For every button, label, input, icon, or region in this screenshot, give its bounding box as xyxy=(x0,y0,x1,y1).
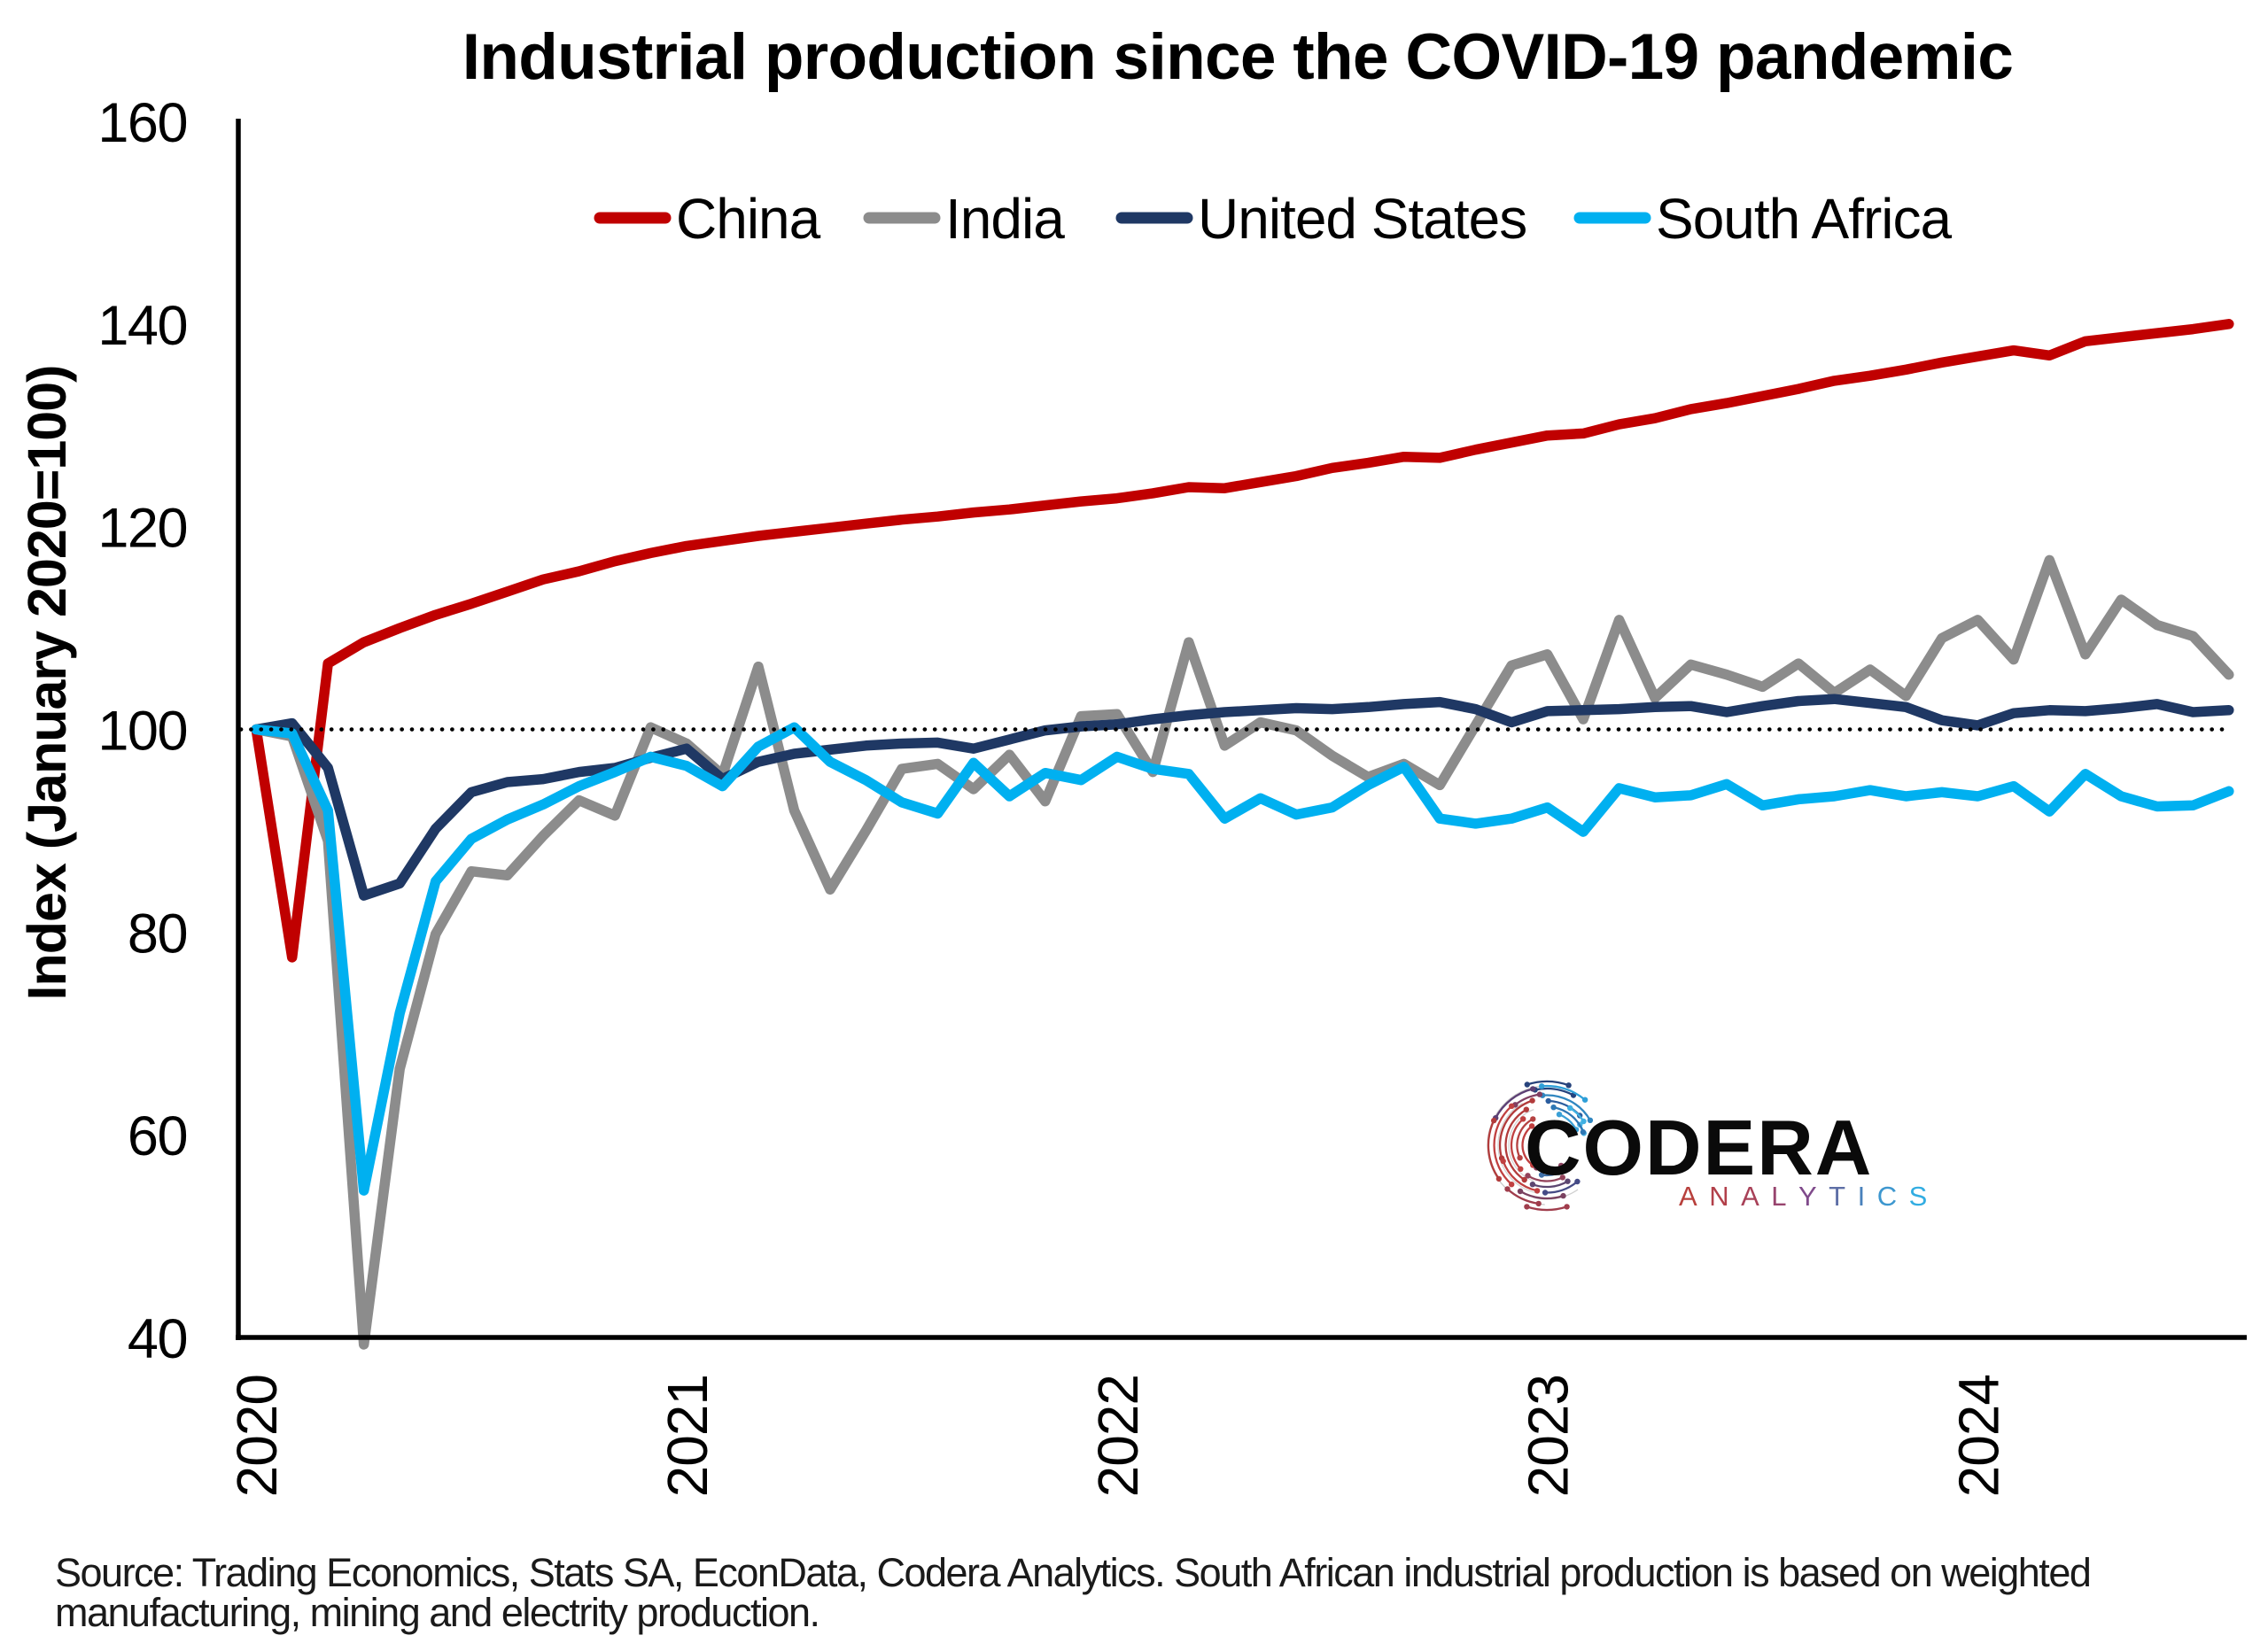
svg-text:100: 100 xyxy=(97,701,187,763)
svg-text:South Africa: South Africa xyxy=(1656,187,1953,251)
svg-text:120: 120 xyxy=(97,498,187,560)
svg-text:United States: United States xyxy=(1198,187,1526,251)
svg-text:140: 140 xyxy=(97,295,187,357)
svg-text:2023: 2023 xyxy=(1517,1375,1581,1497)
svg-text:2024: 2024 xyxy=(1946,1375,2010,1497)
svg-text:India: India xyxy=(945,187,1065,251)
svg-text:Source: Trading Economics, Sta: Source: Trading Economics, Stats SA, Eco… xyxy=(55,1550,2090,1595)
svg-text:Industrial production since th: Industrial production since the COVID-19… xyxy=(462,21,2013,93)
svg-text:China: China xyxy=(676,187,821,251)
svg-text:manufacturing, mining and elec: manufacturing, mining and electrity prod… xyxy=(55,1590,819,1635)
svg-text:2021: 2021 xyxy=(656,1375,719,1497)
svg-text:2022: 2022 xyxy=(1086,1375,1150,1497)
svg-text:60: 60 xyxy=(128,1105,187,1167)
svg-text:Index (January 2020=100): Index (January 2020=100) xyxy=(17,366,77,1001)
svg-text:2020: 2020 xyxy=(225,1375,289,1497)
svg-text:80: 80 xyxy=(128,903,187,965)
svg-text:160: 160 xyxy=(97,92,187,154)
svg-text:40: 40 xyxy=(128,1308,187,1370)
svg-text:CODERA: CODERA xyxy=(1525,1104,1873,1191)
